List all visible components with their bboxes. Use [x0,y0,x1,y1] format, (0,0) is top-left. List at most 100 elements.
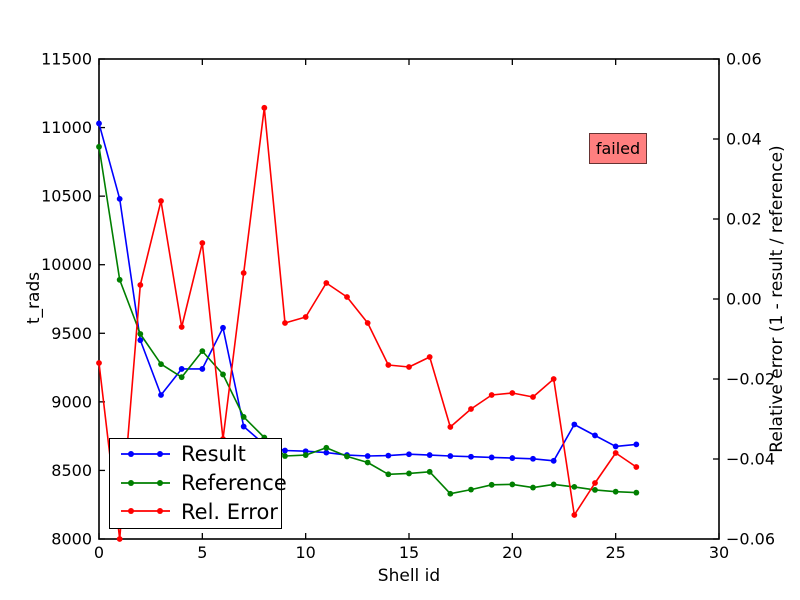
legend-label: Result [181,442,246,467]
x-tick-label: 20 [502,543,522,562]
series-reference-marker [137,331,144,337]
failed-status-text: failed [595,139,641,158]
series-reference-marker [178,374,185,381]
series-rel-error-marker [530,394,536,400]
legend-entry-reference: Reference [110,469,287,498]
series-result-marker [612,443,619,450]
series-rel-error-marker [426,354,433,360]
left-y-tick-label: 8000 [51,530,92,549]
left-y-tick-label: 9500 [51,324,92,343]
series-rel-error-marker [302,314,309,320]
series-rel-error-marker [633,464,640,470]
series-reference-marker [509,481,516,488]
series-reference-marker [468,486,474,493]
series-result-marker [633,441,640,448]
right-y-tick-label: −0.06 [726,530,775,549]
series-result-marker [592,432,598,439]
left-y-axis-label: t_rads [24,271,44,325]
left-y-tick-label: 9000 [51,392,92,411]
x-axis-label: Shell id [377,566,441,586]
right-y-axis-label: Relative error (1 - result / reference) [767,145,787,453]
left-y-tick-label: 10500 [41,187,92,206]
series-reference-marker [302,452,309,458]
legend: Result Reference Rel. Error [109,438,287,529]
series-reference-marker [633,489,640,496]
series-reference-marker [116,276,123,283]
series-rel-error-marker [199,240,206,246]
x-tick-label: 30 [709,543,729,562]
series-rel-error-marker [385,362,392,368]
right-y-tick-label: 0.06 [726,50,762,69]
series-result-marker [96,120,102,127]
series-reference-marker [488,481,495,488]
series-result-marker [323,449,330,456]
series-rel-error-marker [178,324,185,330]
legend-line-sample [118,474,174,493]
series-result-marker [240,423,247,430]
series-reference-marker [385,471,392,478]
series-result-marker [364,453,371,459]
legend-line-sample [118,502,174,521]
left-y-tick-label: 10000 [41,255,92,274]
x-tick-label: 5 [197,543,207,562]
x-tick-label: 0 [94,543,104,562]
series-reference-marker [240,414,247,420]
series-result-marker [385,452,392,459]
left-y-tick-label: 8500 [51,461,92,480]
series-result-marker [137,337,144,344]
series-rel-error-marker [282,320,288,326]
right-y-tick-label: 0.04 [726,130,762,149]
series-rel-error-marker [240,270,247,276]
right-y-tick-label: −0.02 [726,370,775,389]
legend-entry-rel-error: Rel. Error [110,497,281,526]
x-tick-label: 10 [295,543,315,562]
legend-label: Reference [181,471,287,496]
series-reference-marker [406,470,412,477]
series-reference-marker [592,487,598,493]
series-reference-marker [323,444,330,451]
legend-line-sample [118,445,174,464]
series-result-marker [571,421,578,428]
series-rel-error-marker [468,406,474,412]
series-result-marker [282,447,288,454]
right-y-tick-label: 0.02 [726,210,762,229]
series-result-marker [220,324,226,331]
series-result-marker [509,455,516,461]
series-rel-error-marker [116,536,123,542]
x-tick-label: 25 [605,543,625,562]
series-rel-error-marker [509,390,516,396]
right-y-tick-label: 0.00 [726,290,762,309]
series-reference-marker [447,490,454,497]
series-result-marker [530,455,536,462]
series-result-marker [426,452,433,458]
series-reference-marker [199,348,206,355]
failed-status-badge: failed [589,133,647,164]
series-rel-error-marker [571,512,578,518]
series-rel-error-marker [447,424,454,430]
series-rel-error-marker [364,320,371,326]
x-tick-label: 15 [399,543,419,562]
left-y-tick-label: 11500 [41,50,92,69]
series-result-marker [406,451,412,458]
series-rel-error-marker [344,294,350,300]
series-rel-error-marker [137,282,144,288]
series-reference-marker [96,143,102,150]
series-rel-error-marker [158,198,164,204]
left-y-tick-label: 11000 [41,118,92,137]
series-reference-marker [344,453,350,460]
legend-entry-result: Result [110,440,281,469]
series-reference-marker [612,488,619,495]
series-rel-error-marker [488,392,495,398]
series-rel-error-marker [406,364,412,370]
right-y-tick-label: −0.04 [726,450,775,469]
series-rel-error-marker [550,376,557,382]
series-rel-error-marker [261,104,268,111]
series-result-marker [116,195,123,202]
series-rel-error-marker [96,360,102,366]
series-reference-marker [530,484,536,491]
legend-label: Rel. Error [181,499,278,524]
series-reference-marker [220,371,226,378]
series-reference-marker [550,481,557,488]
